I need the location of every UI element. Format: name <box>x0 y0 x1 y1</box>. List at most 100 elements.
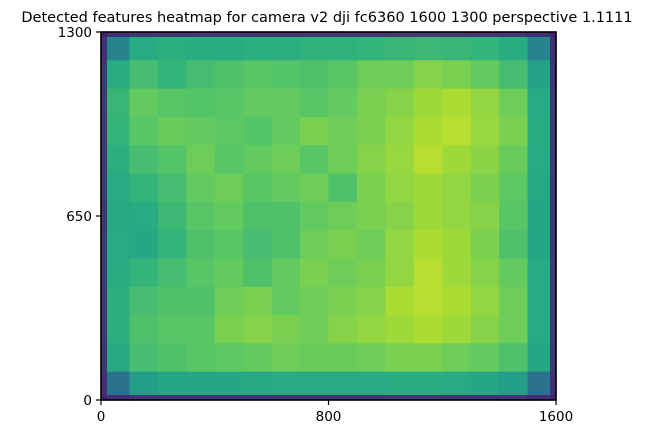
heatmap-cell <box>214 116 244 146</box>
heatmap-cell <box>129 60 159 90</box>
heatmap-cell <box>300 173 330 203</box>
heatmap-cell <box>300 343 330 373</box>
heatmap-cell <box>442 315 472 344</box>
heatmap-cell <box>129 230 159 260</box>
heatmap-cell <box>157 60 187 90</box>
heatmap-cell <box>186 173 216 203</box>
heatmap-cell <box>214 145 244 175</box>
heatmap-cell <box>271 173 301 203</box>
heatmap-cell <box>413 201 443 231</box>
heatmap-cell <box>356 173 386 203</box>
heatmap-cell <box>129 258 159 288</box>
heatmap-cell <box>214 315 244 344</box>
heatmap-edge <box>101 395 556 400</box>
heatmap-cell <box>356 116 386 146</box>
heatmap-cell <box>186 88 216 118</box>
heatmap-cell <box>442 116 472 146</box>
heatmap-cell <box>470 343 500 373</box>
heatmap-cell <box>271 258 301 288</box>
heatmap-cell <box>385 201 415 231</box>
heatmap-cell <box>243 343 273 373</box>
axes: 0 800 1600 0 650 1300 <box>58 25 574 425</box>
heatmap-cell <box>157 343 187 373</box>
heatmap-cell <box>129 286 159 316</box>
x-tick-label: 800 <box>316 409 342 425</box>
heatmap-cell <box>243 60 273 90</box>
heatmap-cell <box>214 60 244 90</box>
heatmap-cell <box>413 88 443 118</box>
heatmap-cell <box>499 173 529 203</box>
heatmap-cell <box>300 145 330 175</box>
heatmap-cell <box>214 258 244 288</box>
heatmap-cell <box>442 145 472 175</box>
heatmap-cell <box>214 286 244 316</box>
heatmap-cell <box>186 145 216 175</box>
heatmap-cell <box>499 286 529 316</box>
heatmap-cell <box>129 201 159 231</box>
heatmap-cell <box>271 145 301 175</box>
heatmap-cell <box>442 173 472 203</box>
heatmap-cell <box>356 343 386 373</box>
heatmap-cell <box>499 145 529 175</box>
heatmap-cell <box>214 343 244 373</box>
heatmap-cell <box>186 116 216 146</box>
heatmap-cell <box>157 258 187 288</box>
chart-title: Detected features heatmap for camera v2 … <box>21 10 632 26</box>
heatmap-cell <box>157 116 187 146</box>
heatmap-cell <box>470 88 500 118</box>
heatmap-cell <box>442 343 472 373</box>
heatmap-cell <box>157 201 187 231</box>
heatmap-cell <box>356 315 386 344</box>
heatmap-cell <box>385 88 415 118</box>
heatmap-cell <box>413 258 443 288</box>
heatmap-cell <box>328 230 358 260</box>
heatmap-cell <box>328 88 358 118</box>
heatmap-cell <box>470 286 500 316</box>
heatmap-cell <box>186 258 216 288</box>
y-tick-label: 650 <box>66 209 92 225</box>
heatmap-cell <box>413 230 443 260</box>
heatmap-cell <box>356 258 386 288</box>
heatmap-cell <box>300 230 330 260</box>
heatmap-cell <box>157 88 187 118</box>
heatmap-cell <box>186 201 216 231</box>
heatmap-cell <box>157 145 187 175</box>
heatmap-cell <box>328 201 358 231</box>
heatmap-cell <box>470 201 500 231</box>
heatmap-cell <box>470 60 500 90</box>
heatmap-cell <box>271 286 301 316</box>
heatmap-cell <box>356 88 386 118</box>
heatmap-cell <box>243 173 273 203</box>
heatmap-cell <box>413 145 443 175</box>
heatmap-cell <box>243 258 273 288</box>
heatmap-cell <box>328 286 358 316</box>
heatmap-cell <box>385 60 415 90</box>
heatmap-cell <box>499 258 529 288</box>
heatmap-cell <box>271 201 301 231</box>
heatmap-cell <box>385 116 415 146</box>
x-tick-label: 1600 <box>539 409 573 425</box>
heatmap-cell <box>214 230 244 260</box>
heatmap-cell <box>214 88 244 118</box>
heatmap-cell <box>243 88 273 118</box>
heatmap-cell <box>157 315 187 344</box>
heatmap-cell <box>413 286 443 316</box>
heatmap-cell <box>499 116 529 146</box>
heatmap-cell <box>499 88 529 118</box>
heatmap-cell <box>243 286 273 316</box>
heatmap-cell <box>243 201 273 231</box>
heatmap-cell <box>499 315 529 344</box>
heatmap-cell <box>442 88 472 118</box>
heatmap-cell <box>328 145 358 175</box>
heatmap-cell <box>214 201 244 231</box>
heatmap-cell <box>328 315 358 344</box>
heatmap-cell <box>385 230 415 260</box>
heatmap-cell <box>271 315 301 344</box>
heatmap-cell <box>499 60 529 90</box>
heatmap-cell <box>356 60 386 90</box>
heatmap-cell <box>328 116 358 146</box>
y-tick-label: 1300 <box>58 25 92 41</box>
heatmap-cell <box>442 230 472 260</box>
heatmap-cell <box>413 173 443 203</box>
heatmap-cell <box>243 116 273 146</box>
